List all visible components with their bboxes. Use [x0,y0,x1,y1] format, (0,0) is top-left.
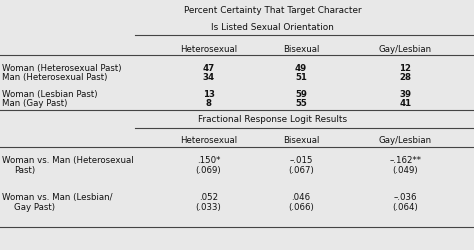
Text: (.064): (.064) [392,202,418,211]
Text: (.049): (.049) [392,165,418,174]
Text: .046: .046 [292,192,310,202]
Text: 39: 39 [399,90,411,99]
Text: (.067): (.067) [288,165,314,174]
Text: Man (Heterosexual Past): Man (Heterosexual Past) [2,72,108,82]
Text: 41: 41 [399,99,411,108]
Text: Woman (Lesbian Past): Woman (Lesbian Past) [2,90,98,99]
Text: Percent Certainty That Target Character: Percent Certainty That Target Character [184,6,361,15]
Text: (.069): (.069) [196,165,221,174]
Text: 13: 13 [202,90,215,99]
Text: 28: 28 [399,72,411,82]
Text: 51: 51 [295,72,307,82]
Text: 47: 47 [202,64,215,73]
Text: Fractional Response Logit Results: Fractional Response Logit Results [198,114,347,124]
Text: Gay Past): Gay Past) [14,202,55,211]
Text: 55: 55 [295,99,307,108]
Text: 34: 34 [202,72,215,82]
Text: Bisexual: Bisexual [283,136,319,144]
Text: –.036: –.036 [393,192,417,202]
Text: Man (Gay Past): Man (Gay Past) [2,99,68,108]
Text: Heterosexual: Heterosexual [180,45,237,54]
Text: Gay/Lesbian: Gay/Lesbian [379,136,432,144]
Text: 49: 49 [295,64,307,73]
Text: Heterosexual: Heterosexual [180,136,237,144]
Text: Is Listed Sexual Orientation: Is Listed Sexual Orientation [211,22,334,32]
Text: –.015: –.015 [289,156,313,164]
Text: (.033): (.033) [196,202,221,211]
Text: –.162**: –.162** [389,156,421,164]
Text: .052: .052 [199,192,218,202]
Text: Gay/Lesbian: Gay/Lesbian [379,45,432,54]
Text: 59: 59 [295,90,307,99]
Text: Bisexual: Bisexual [283,45,319,54]
Text: Woman vs. Man (Lesbian/: Woman vs. Man (Lesbian/ [2,192,113,202]
Text: Woman vs. Man (Heterosexual: Woman vs. Man (Heterosexual [2,156,134,164]
Text: 8: 8 [206,99,211,108]
Text: Past): Past) [14,165,36,174]
Text: .150*: .150* [197,156,220,164]
Text: Woman (Heterosexual Past): Woman (Heterosexual Past) [2,64,122,73]
Text: 12: 12 [399,64,411,73]
Text: (.066): (.066) [288,202,314,211]
